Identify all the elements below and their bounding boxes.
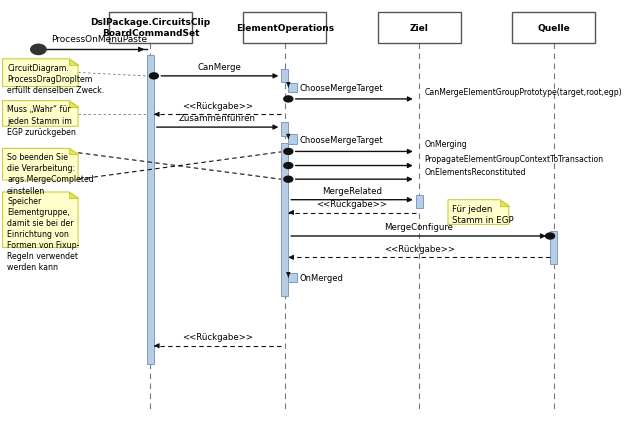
Text: Für jeden
Stamm in EGP: Für jeden Stamm in EGP (452, 204, 514, 224)
Text: <<Rückgabe>>: <<Rückgabe>> (317, 199, 387, 208)
Text: MergeRelated: MergeRelated (322, 187, 382, 196)
Text: Zusammenführen: Zusammenführen (179, 114, 256, 123)
Text: CanMerge: CanMerge (198, 63, 242, 72)
Text: <<Rückgabe>>: <<Rückgabe>> (182, 101, 253, 110)
FancyBboxPatch shape (282, 123, 288, 137)
Circle shape (545, 233, 555, 239)
Circle shape (31, 45, 46, 55)
FancyBboxPatch shape (288, 273, 297, 282)
Text: DslPackage.CircuitsClip
BoardCommandSet: DslPackage.CircuitsClip BoardCommandSet (90, 18, 211, 38)
FancyBboxPatch shape (282, 70, 288, 83)
Circle shape (150, 74, 158, 80)
FancyBboxPatch shape (288, 83, 297, 93)
Text: Muss „Wahr“ für
jeden Stamm im
EGP zurückgeben: Muss „Wahr“ für jeden Stamm im EGP zurüc… (7, 105, 76, 136)
Polygon shape (69, 101, 78, 107)
FancyBboxPatch shape (550, 231, 557, 264)
Polygon shape (69, 60, 78, 66)
Polygon shape (3, 60, 78, 87)
FancyBboxPatch shape (288, 135, 297, 144)
Circle shape (284, 163, 293, 169)
Text: OnMerged: OnMerged (300, 273, 343, 282)
Text: ProcessOnMenuPaste: ProcessOnMenuPaste (51, 35, 147, 43)
Text: MergeConfigure: MergeConfigure (384, 223, 453, 232)
Text: Speicher
Elementgruppe,
damit sie bei der
Einrichtung von
Formen von Fixup-
Rege: Speicher Elementgruppe, damit sie bei de… (7, 196, 79, 272)
Text: ElementOperations: ElementOperations (236, 23, 334, 33)
Text: <<Rückgabe>>: <<Rückgabe>> (384, 244, 454, 253)
Text: CircuitDiagram.
ProcessDragDropItem
erfüllt denselben Zweck.: CircuitDiagram. ProcessDragDropItem erfü… (7, 63, 104, 95)
Circle shape (284, 97, 293, 103)
Polygon shape (500, 200, 509, 206)
Text: PropagateElementGroupContextToTransaction: PropagateElementGroupContextToTransactio… (424, 154, 604, 163)
Polygon shape (69, 193, 78, 199)
FancyBboxPatch shape (378, 13, 461, 43)
FancyBboxPatch shape (147, 55, 154, 364)
Text: ChooseMergeTarget: ChooseMergeTarget (300, 135, 383, 144)
FancyBboxPatch shape (282, 144, 288, 296)
Text: So beenden Sie
die Verarbeitung:
args.MergeCompleted
einstellen: So beenden Sie die Verarbeitung: args.Me… (7, 153, 94, 195)
Polygon shape (69, 149, 78, 155)
Circle shape (284, 149, 293, 155)
Polygon shape (3, 149, 78, 181)
Text: OnElementsReconstituted: OnElementsReconstituted (424, 168, 526, 177)
FancyBboxPatch shape (243, 13, 326, 43)
Polygon shape (448, 200, 509, 225)
Polygon shape (3, 193, 78, 248)
Text: <<Rückgabe>>: <<Rückgabe>> (182, 332, 253, 341)
Polygon shape (3, 101, 78, 127)
Text: ChooseMergeTarget: ChooseMergeTarget (300, 83, 383, 93)
FancyBboxPatch shape (109, 13, 192, 43)
FancyBboxPatch shape (416, 195, 423, 209)
Text: OnMerging: OnMerging (424, 140, 467, 149)
Text: CanMergeElementGroupPrototype(target,root,egp): CanMergeElementGroupPrototype(target,roo… (424, 88, 622, 97)
Text: Ziel: Ziel (410, 23, 429, 33)
Circle shape (284, 177, 293, 183)
FancyBboxPatch shape (512, 13, 595, 43)
Text: Quelle: Quelle (537, 23, 570, 33)
